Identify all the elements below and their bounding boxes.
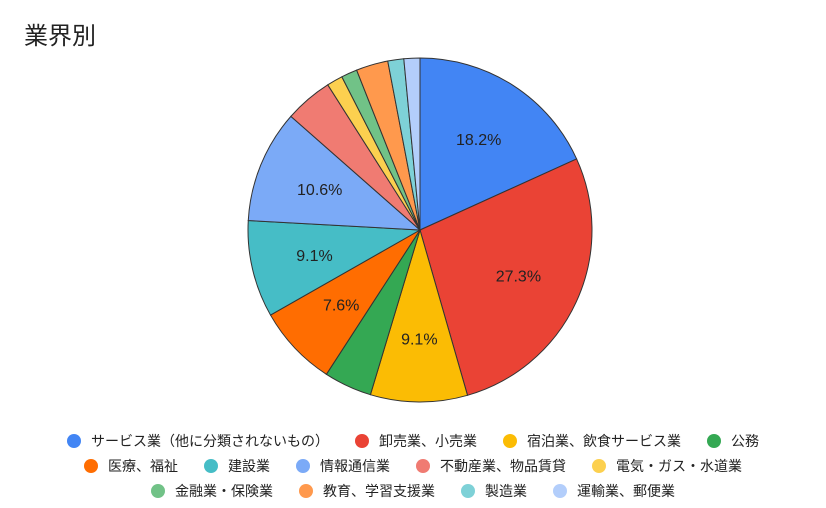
legend-swatch (84, 458, 98, 473)
legend-swatch (461, 483, 475, 498)
legend-item[interactable]: 電気・ガス・水道業 (592, 456, 742, 476)
legend-label: 製造業 (485, 483, 527, 500)
legend-row: サービス業（他に分類されないもの） 卸売業、小売業 宿泊業、飲食サービス業 公務 (0, 428, 826, 453)
legend-swatch (355, 433, 369, 448)
pie-slice[interactable] (403, 57, 421, 231)
data-label: 9.1% (401, 331, 437, 348)
data-label: 27.3% (496, 268, 541, 285)
legend-label: 宿泊業、飲食サービス業 (527, 433, 681, 450)
data-label: 9.1% (296, 248, 332, 265)
legend-swatch (204, 458, 218, 473)
legend-row: 金融業・保険業 教育、学習支援業 製造業 運輸業、郵便業 (0, 478, 826, 503)
legend-label: 情報通信業 (320, 458, 390, 475)
pie-chart: 18.2% 27.3% 9.1% 7.6% 9.1% 10.6% (247, 57, 593, 403)
legend-label: 電気・ガス・水道業 (616, 458, 742, 475)
legend-item[interactable]: 不動産業、物品賃貸 (416, 456, 566, 476)
legend-item[interactable]: 運輸業、郵便業 (553, 481, 675, 501)
legend-label: 運輸業、郵便業 (577, 483, 675, 500)
data-label: 10.6% (297, 182, 342, 199)
pie-slice[interactable] (419, 158, 593, 396)
legend-swatch (592, 458, 606, 473)
pie-slice[interactable] (247, 115, 422, 231)
legend-row: 医療、福祉 建設業 情報通信業 不動産業、物品賃貸 電気・ガス・水道業 (0, 453, 826, 478)
chart-title: 業界別 (24, 22, 96, 50)
legend: サービス業（他に分類されないもの） 卸売業、小売業 宿泊業、飲食サービス業 公務医療、… (0, 428, 826, 503)
legend-item[interactable]: 宿泊業、飲食サービス業 (503, 431, 681, 451)
pie-slice[interactable] (247, 220, 422, 316)
legend-item[interactable]: サービス業（他に分類されないもの） (67, 431, 329, 451)
legend-swatch (67, 433, 81, 448)
legend-swatch (416, 458, 430, 473)
legend-swatch (296, 458, 310, 473)
legend-swatch (299, 483, 313, 498)
legend-swatch (503, 433, 517, 448)
legend-label: サービス業（他に分類されないもの） (91, 433, 329, 450)
legend-label: 教育、学習支援業 (323, 483, 435, 500)
legend-label: 不動産業、物品賃貸 (440, 458, 566, 475)
legend-item[interactable]: 製造業 (461, 481, 527, 501)
legend-label: 公務 (731, 433, 759, 450)
legend-item[interactable]: 卸売業、小売業 (355, 431, 477, 451)
legend-label: 卸売業、小売業 (379, 433, 477, 450)
legend-label: 医療、福祉 (108, 458, 178, 475)
legend-item[interactable]: 教育、学習支援業 (299, 481, 435, 501)
legend-item[interactable]: 建設業 (204, 456, 270, 476)
legend-item[interactable]: 情報通信業 (296, 456, 390, 476)
legend-swatch (151, 483, 165, 498)
legend-item[interactable]: 公務 (707, 431, 759, 451)
legend-item[interactable]: 金融業・保険業 (151, 481, 273, 501)
data-label: 7.6% (323, 297, 359, 314)
legend-label: 建設業 (228, 458, 270, 475)
data-label: 18.2% (456, 132, 501, 149)
pie-slice[interactable] (419, 57, 578, 231)
legend-label: 金融業・保険業 (175, 483, 273, 500)
pie-slice[interactable] (369, 228, 469, 403)
legend-swatch (707, 433, 721, 448)
legend-item[interactable]: 医療、福祉 (84, 456, 178, 476)
legend-swatch (553, 483, 567, 498)
